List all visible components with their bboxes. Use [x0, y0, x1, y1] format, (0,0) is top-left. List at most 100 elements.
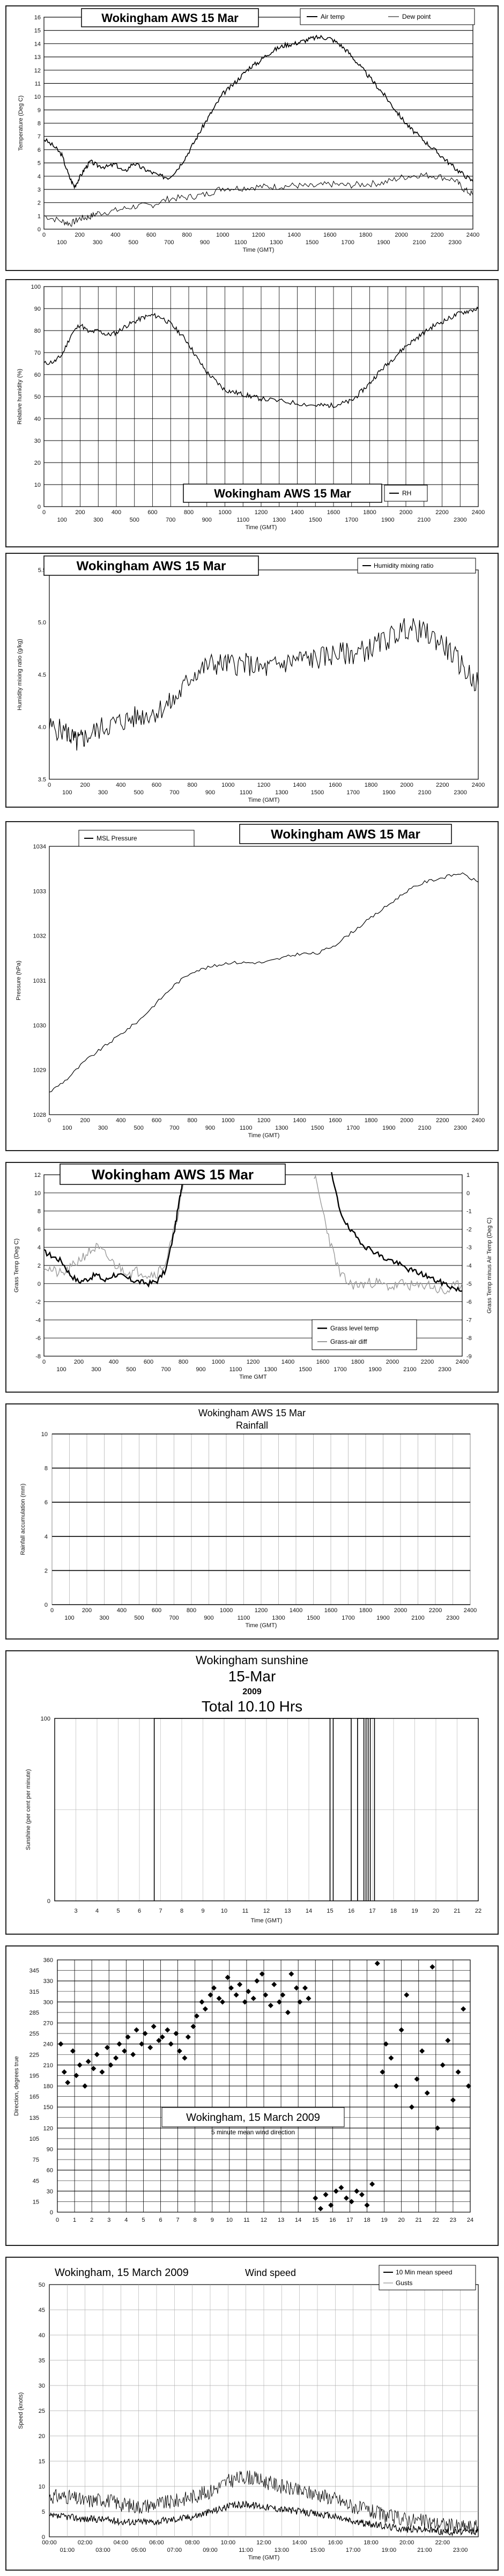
x-tick-label: 21 — [454, 1908, 460, 1914]
x-tick-label: 2200 — [436, 782, 449, 788]
x-tick-label: 1900 — [382, 789, 395, 796]
x-tick-label: 1600 — [324, 1607, 337, 1614]
y-tick-label: 1028 — [33, 1112, 46, 1118]
y-tick-label: 6 — [45, 1499, 48, 1506]
x-tick-label: 2100 — [403, 1366, 416, 1373]
y-tick-label: 20 — [39, 2433, 45, 2440]
x-tick-label: 5 — [116, 1908, 120, 1914]
direction-point — [383, 2041, 389, 2047]
x-tick-label: 24 — [467, 2217, 473, 2223]
sunshine-interval — [357, 1718, 365, 1901]
x-tick-label: 2300 — [446, 1615, 459, 1621]
direction-point — [419, 2048, 425, 2054]
x-tick-label: 800 — [187, 782, 197, 788]
y-tick-label: 1029 — [33, 1067, 46, 1074]
x-axis-label: Time (GMT) — [248, 2555, 280, 2561]
direction-point — [220, 1999, 225, 2005]
x-tick-label: 1200 — [257, 782, 270, 788]
direction-point — [268, 2002, 273, 2008]
x-tick-label: 10 — [221, 1908, 227, 1914]
x-tick-label: 1500 — [311, 1125, 324, 1131]
direction-point — [364, 2202, 370, 2208]
direction-point — [404, 1992, 410, 1998]
x-tick-label: 1300 — [272, 1615, 285, 1621]
y-right-tick-label: -6 — [466, 1299, 472, 1306]
series-gusts — [49, 2470, 478, 2534]
y-axis-label: Pressure (hPa) — [16, 961, 22, 1000]
y-tick-label-minor: 75 — [33, 2157, 39, 2163]
humidity-chart-panel: 0 10 20 30 40 50 60 70 80 90 100 0 200 400 600 800 1000 1… — [5, 279, 499, 547]
y-tick-label-minor: 135 — [29, 2115, 39, 2121]
x-tick-label: 14:00 — [292, 2540, 307, 2546]
x-tick-label: 1000 — [212, 1359, 225, 1365]
x-axis-label: Time (GMT) — [248, 1132, 280, 1139]
series-air-temp — [43, 34, 473, 189]
x-tick-label: 200 — [82, 1607, 92, 1614]
x-tick-label: 12 — [261, 2217, 267, 2223]
x-tick-label: 1900 — [381, 517, 394, 523]
x-tick-label: 19 — [411, 1908, 418, 1914]
y-tick-label: 5 — [42, 2509, 45, 2515]
x-tick-label: 07:00 — [167, 2547, 182, 2553]
x-tick-label: 400 — [116, 1117, 125, 1124]
chart-subtitle: Rainfall — [236, 1420, 268, 1431]
grass-temp-chart-panel: -8 -6 -4 -2 0 2 4 6 8 10 12 -9 -8 -7 -6 -5 -4 -3 -2 -1 0 1 0 20… — [5, 1162, 499, 1393]
x-tick-label: 300 — [93, 239, 102, 246]
legend-label-grass-air-diff: Grass-air diff — [330, 1338, 367, 1345]
direction-point — [349, 2199, 354, 2205]
y-tick-label: 10 — [41, 1431, 48, 1438]
y-tick-label: 4.0 — [38, 724, 46, 731]
x-tick-label: 2000 — [395, 232, 407, 238]
series-msl-pressure — [49, 872, 479, 1093]
wind-speed-chart-panel: 0 5 10 15 20 25 30 35 40 45 50 00:00 02:00 04:00 06:00… — [5, 2257, 499, 2571]
direction-point — [380, 2069, 386, 2075]
x-tick-label: 12:00 — [256, 2540, 271, 2546]
direction-point — [254, 1978, 260, 1984]
x-tick-label: 700 — [169, 789, 179, 796]
x-tick-label: 1500 — [309, 517, 322, 523]
y-tick-label: 1030 — [33, 1022, 46, 1029]
y-tick-label: 70 — [34, 350, 41, 356]
series-grass-air-diff — [314, 1175, 463, 1294]
x-tick-label: 900 — [205, 789, 215, 796]
x-tick-label: 200 — [80, 782, 90, 788]
x-tick-label: 1800 — [351, 1359, 364, 1365]
x-tick-label: 1500 — [311, 789, 324, 796]
direction-point — [276, 1999, 282, 2005]
direction-point — [151, 2024, 157, 2030]
direction-point — [455, 2069, 461, 2075]
x-tick-label: 0 — [56, 2217, 59, 2223]
y-tick-label-minor: 165 — [29, 2094, 39, 2101]
chart-title-box — [81, 8, 259, 27]
direction-point — [306, 1995, 312, 2001]
x-tick-label: 1100 — [240, 1125, 253, 1131]
x-tick-label: 12 — [263, 1908, 270, 1914]
sunshine-interval — [332, 1718, 352, 1901]
series-dew-point — [43, 172, 473, 227]
y-tick-label: 20 — [34, 460, 41, 466]
y-right-tick-label: -7 — [466, 1317, 472, 1323]
x-tick-label: 2400 — [472, 782, 485, 788]
x-tick-label: 2100 — [413, 239, 426, 246]
mixing-ratio-chart-panel: 3.5 4.0 4.5 5.0 5.5 0 200 400 600 800 1000 1200 1400… — [5, 553, 499, 808]
x-tick-label: 23 — [450, 2217, 456, 2223]
direction-point — [344, 2195, 349, 2201]
series-grass-level-temp — [43, 1174, 184, 1288]
wind-direction-chart: 0306090120150180210240270300330360154575… — [13, 1957, 473, 2223]
x-tick-label: 2000 — [394, 1607, 407, 1614]
y-tick-label: 10 — [39, 2484, 45, 2490]
y-tick-label: 35 — [39, 2358, 45, 2364]
x-tick-label: 23:00 — [453, 2547, 468, 2553]
x-tick-label: 3 — [107, 2217, 110, 2223]
direction-point — [142, 2031, 148, 2037]
direction-point — [105, 2045, 110, 2051]
y-axis-label: Relative humidity (%) — [17, 369, 23, 425]
x-tick-label: 1700 — [341, 239, 354, 246]
x-tick-label: 03:00 — [95, 2547, 110, 2553]
x-tick-label: 14 — [295, 2217, 301, 2223]
x-tick-label: 1500 — [307, 1615, 320, 1621]
x-tick-label: 500 — [126, 1366, 136, 1373]
y-tick-label: 2 — [38, 1263, 41, 1269]
direction-point — [199, 1999, 205, 2005]
x-tick-label: 600 — [152, 1607, 161, 1614]
